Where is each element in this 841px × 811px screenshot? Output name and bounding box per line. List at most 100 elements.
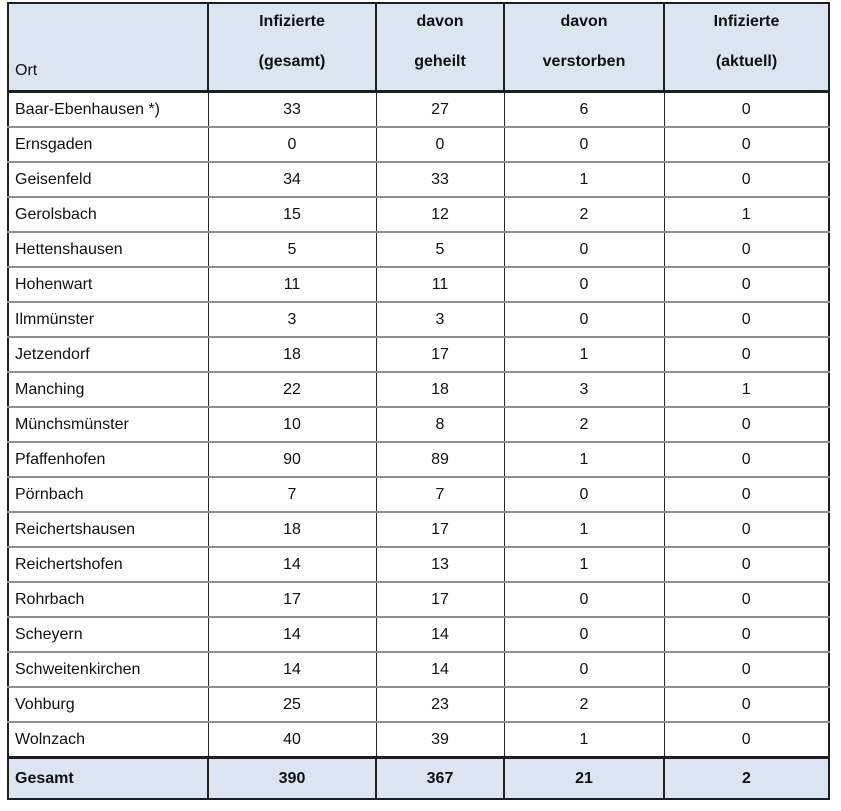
cell-verstorben: 1 (503, 511, 665, 548)
total-gesamt: 390 (207, 756, 377, 799)
cell-verstorben: 2 (503, 196, 665, 233)
column-header-infizierte-gesamt: Infizierte (gesamt) (207, 3, 377, 93)
cell-aktuell: 0 (663, 406, 830, 443)
cell-geheilt: 14 (375, 616, 505, 653)
header-line: geheilt (414, 53, 466, 70)
cell-ort: Wolnzach (7, 721, 209, 759)
cell-ort: Reichertshausen (7, 511, 209, 548)
cell-geheilt: 27 (375, 90, 505, 128)
table-row: Vohburg 25 23 2 0 (7, 686, 830, 723)
infection-table: Ort Infizierte (gesamt) davon geheilt da (7, 2, 830, 800)
header-line: verstorben (542, 53, 626, 70)
cell-verstorben: 1 (503, 336, 665, 373)
cell-aktuell: 0 (663, 651, 830, 688)
cell-gesamt: 17 (207, 581, 377, 618)
cell-aktuell: 0 (663, 511, 830, 548)
cell-geheilt: 18 (375, 371, 505, 408)
cell-geheilt: 14 (375, 651, 505, 688)
cell-verstorben: 0 (503, 651, 665, 688)
cell-ort: Scheyern (7, 616, 209, 653)
cell-ort: Gerolsbach (7, 196, 209, 233)
cell-geheilt: 12 (375, 196, 505, 233)
cell-ort: Hohenwart (7, 266, 209, 303)
table-row: Rohrbach 17 17 0 0 (7, 581, 830, 618)
cell-geheilt: 7 (375, 476, 505, 513)
table-row: Wolnzach 40 39 1 0 (7, 721, 830, 759)
cell-verstorben: 0 (503, 581, 665, 618)
table-header: Ort Infizierte (gesamt) davon geheilt da (7, 3, 830, 93)
cell-aktuell: 0 (663, 616, 830, 653)
cell-gesamt: 15 (207, 196, 377, 233)
cell-geheilt: 17 (375, 581, 505, 618)
cell-ort: Ernsgaden (7, 126, 209, 163)
cell-gesamt: 90 (207, 441, 377, 478)
cell-verstorben: 0 (503, 231, 665, 268)
table-footer: Gesamt 390 367 21 2 (7, 756, 830, 799)
cell-geheilt: 89 (375, 441, 505, 478)
cell-aktuell: 0 (663, 266, 830, 303)
column-header-davon-geheilt: davon geheilt (375, 3, 505, 93)
cell-verstorben: 1 (503, 161, 665, 198)
cell-aktuell: 0 (663, 441, 830, 478)
cell-verstorben: 1 (503, 546, 665, 583)
cell-aktuell: 1 (663, 371, 830, 408)
column-header-ort: Ort (7, 3, 209, 93)
cell-verstorben: 1 (503, 721, 665, 759)
cell-verstorben: 2 (503, 686, 665, 723)
cell-gesamt: 25 (207, 686, 377, 723)
cell-ort: Ilmmünster (7, 301, 209, 338)
total-geheilt: 367 (375, 756, 505, 799)
cell-verstorben: 1 (503, 441, 665, 478)
cell-verstorben: 6 (503, 90, 665, 128)
total-aktuell: 2 (663, 756, 830, 799)
header-line: (aktuell) (715, 53, 778, 70)
cell-ort: Schweitenkirchen (7, 651, 209, 688)
table-row: Pörnbach 7 7 0 0 (7, 476, 830, 513)
cell-ort: Pfaffenhofen (7, 441, 209, 478)
cell-aktuell: 0 (663, 301, 830, 338)
cell-verstorben: 0 (503, 126, 665, 163)
cell-ort: Pörnbach (7, 476, 209, 513)
table-row: Gerolsbach 15 12 2 1 (7, 196, 830, 233)
cell-gesamt: 22 (207, 371, 377, 408)
header-line: Infizierte (713, 13, 780, 30)
cell-aktuell: 0 (663, 161, 830, 198)
table-row: Münchsmünster 10 8 2 0 (7, 406, 830, 443)
cell-aktuell: 0 (663, 686, 830, 723)
header-line: davon (560, 13, 608, 30)
cell-gesamt: 14 (207, 651, 377, 688)
cell-gesamt: 5 (207, 231, 377, 268)
table-row: Geisenfeld 34 33 1 0 (7, 161, 830, 198)
cell-geheilt: 13 (375, 546, 505, 583)
table-row: Hettenshausen 5 5 0 0 (7, 231, 830, 268)
table-row: Jetzendorf 18 17 1 0 (7, 336, 830, 373)
cell-verstorben: 0 (503, 616, 665, 653)
cell-gesamt: 40 (207, 721, 377, 759)
cell-geheilt: 33 (375, 161, 505, 198)
header-line: (gesamt) (258, 53, 326, 70)
cell-ort: Reichertshofen (7, 546, 209, 583)
column-header-infizierte-aktuell: Infizierte (aktuell) (663, 3, 830, 93)
cell-aktuell: 0 (663, 476, 830, 513)
cell-gesamt: 0 (207, 126, 377, 163)
cell-ort: Jetzendorf (7, 336, 209, 373)
cell-verstorben: 0 (503, 476, 665, 513)
cell-aktuell: 0 (663, 581, 830, 618)
table-row: Ilmmünster 3 3 0 0 (7, 301, 830, 338)
table-body: Baar-Ebenhausen *) 33 27 6 0 Ernsgaden 0 0 0 0 Gei… (7, 90, 830, 759)
cell-geheilt: 17 (375, 336, 505, 373)
cell-ort: Hettenshausen (7, 231, 209, 268)
total-row: Gesamt 390 367 21 2 (7, 756, 830, 799)
cell-aktuell: 0 (663, 721, 830, 759)
table-row: Scheyern 14 14 0 0 (7, 616, 830, 653)
total-label: Gesamt (7, 756, 209, 799)
cell-gesamt: 33 (207, 90, 377, 128)
cell-ort: Vohburg (7, 686, 209, 723)
cell-geheilt: 5 (375, 231, 505, 268)
cell-geheilt: 39 (375, 721, 505, 759)
cell-gesamt: 7 (207, 476, 377, 513)
table-row: Manching 22 18 3 1 (7, 371, 830, 408)
cell-aktuell: 0 (663, 546, 830, 583)
header-row: Ort Infizierte (gesamt) davon geheilt da (7, 3, 830, 93)
